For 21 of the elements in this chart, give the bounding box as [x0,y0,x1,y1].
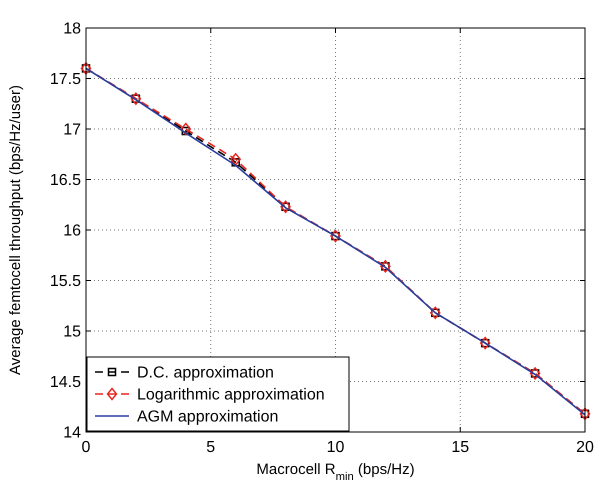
y-tick-label: 17 [63,122,82,139]
y-axis-title: Average femtocell throughput (bps/Hz/user) [7,85,24,375]
x-tick-label: 10 [326,439,344,456]
y-tick-label: 14 [63,424,82,442]
point [180,122,192,136]
y-tick-label: 18 [63,20,82,38]
y-tick-label: 14.5 [50,374,82,392]
legend-label: D.C. approximation [137,364,274,382]
y-tick-label: 16.5 [50,172,82,190]
x-tick-label: 20 [576,439,594,456]
y-tick-label: 16 [63,222,82,240]
legend-label: AGM approximation [137,408,278,426]
x-tick-label: 15 [451,439,470,456]
point [230,153,241,166]
x-tick-label: 5 [206,439,216,456]
y-tick-label: 15.5 [50,273,82,290]
y-tick-label: 15 [63,324,82,341]
y-tick-label: 17.5 [50,71,82,88]
x-tick-label: 0 [82,439,91,456]
legend-label: Logarithmic approximation [137,386,325,404]
x-axis-title: Macrocell R$_{min}$ (bps/Hz) [256,461,415,482]
